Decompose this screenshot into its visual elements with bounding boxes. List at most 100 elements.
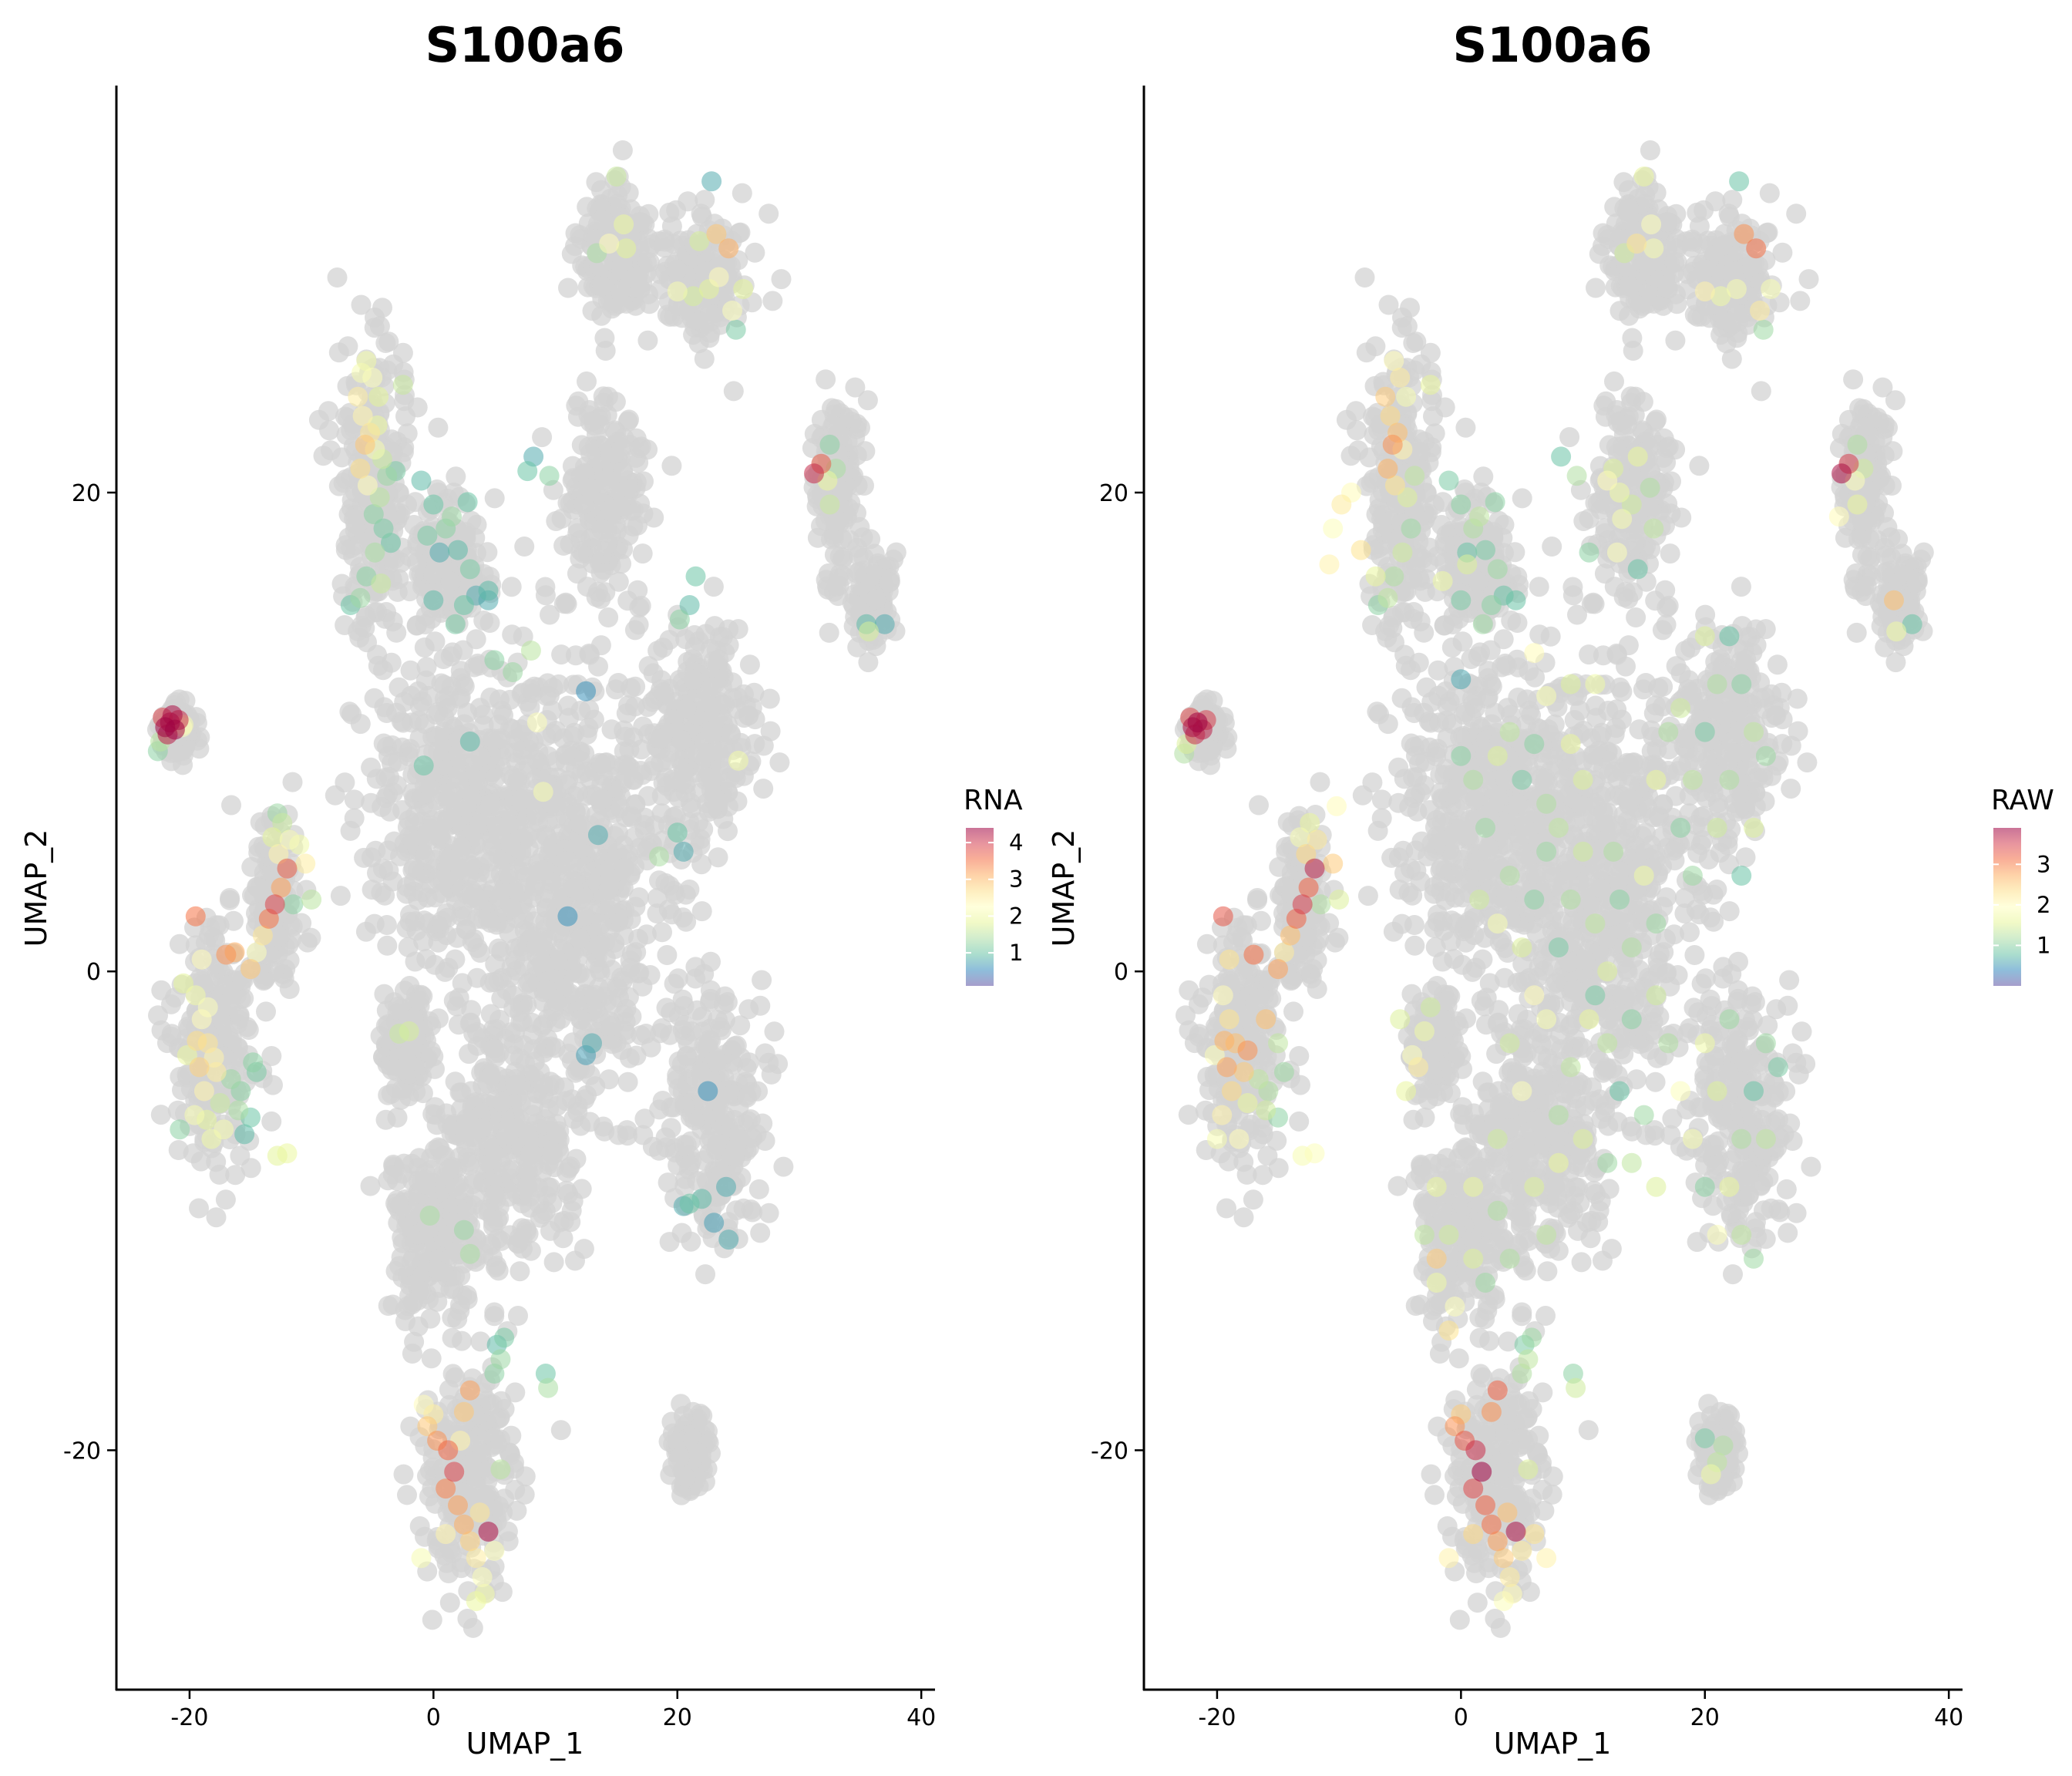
background-cell <box>1392 307 1412 328</box>
background-cell <box>691 901 712 922</box>
expression-point <box>526 712 547 733</box>
background-cell <box>372 796 392 817</box>
background-cell <box>564 722 585 743</box>
background-cell <box>428 932 449 953</box>
y-axis-label: UMAP_2 <box>19 829 53 947</box>
background-cell <box>701 951 721 972</box>
background-cell <box>695 1264 715 1285</box>
background-cell <box>673 762 694 782</box>
background-cell <box>412 1171 432 1191</box>
background-cell <box>218 1025 239 1045</box>
background-cell <box>479 613 500 633</box>
background-cell <box>661 456 682 476</box>
background-cell <box>637 330 658 351</box>
background-cell <box>706 1135 727 1155</box>
y-tick-label: 20 <box>72 480 101 507</box>
background-cell <box>399 546 420 567</box>
background-cell <box>690 1062 711 1083</box>
expression-point <box>667 822 688 843</box>
background-cell <box>570 928 590 949</box>
background-cell <box>634 471 654 492</box>
background-cell <box>557 1162 577 1182</box>
background-cell <box>399 826 420 846</box>
expression-point <box>708 267 729 288</box>
background-cell <box>417 1465 437 1486</box>
expression-point <box>576 681 597 701</box>
expression-point <box>614 214 634 235</box>
expression-point <box>689 230 710 251</box>
expression-point <box>698 1081 718 1102</box>
expression-point <box>685 566 706 587</box>
background-cell <box>449 1082 470 1103</box>
background-cell <box>609 987 629 1008</box>
background-cell <box>688 1443 709 1464</box>
background-cell <box>671 1485 691 1505</box>
background-cell <box>161 1024 182 1044</box>
background-cell <box>729 1128 750 1149</box>
background-cell <box>563 878 584 898</box>
background-cell <box>596 535 617 556</box>
background-cell <box>664 1097 684 1118</box>
expression-point <box>193 1081 214 1102</box>
background-cell <box>381 548 402 569</box>
background-cell <box>533 1074 553 1095</box>
background-cell <box>761 1064 782 1085</box>
background-cell <box>855 441 876 462</box>
background-cell <box>707 1051 727 1071</box>
background-cell <box>484 1038 504 1059</box>
background-cell <box>661 904 682 925</box>
background-cell <box>456 1108 477 1129</box>
legend-tick-label: 4 <box>1009 829 1023 856</box>
background-cell <box>261 1046 282 1066</box>
background-cell <box>683 669 704 690</box>
background-cell <box>505 1382 526 1403</box>
background-cell <box>535 585 556 606</box>
background-cell <box>172 1080 192 1101</box>
background-cell <box>636 924 657 945</box>
background-cell <box>1347 420 1367 441</box>
background-cell <box>360 1176 381 1196</box>
background-cell <box>1375 621 1396 641</box>
background-cell <box>694 348 715 369</box>
background-cell <box>148 1005 168 1026</box>
expression-point <box>533 782 553 802</box>
background-cell <box>1354 267 1375 288</box>
background-cell <box>715 1106 735 1126</box>
background-cell <box>483 1212 503 1233</box>
background-cell <box>366 769 387 789</box>
background-cell <box>520 1142 541 1163</box>
expression-point <box>616 238 637 259</box>
background-cell <box>846 563 867 584</box>
expression-point <box>478 1522 499 1542</box>
background-cell <box>745 242 765 263</box>
background-cell <box>594 210 614 231</box>
background-cell <box>330 886 351 906</box>
background-cell <box>365 307 385 328</box>
background-cell <box>679 1155 700 1176</box>
expression-point <box>459 559 480 580</box>
expression-point <box>444 1462 465 1482</box>
background-cell <box>608 571 629 592</box>
background-cell <box>546 1123 567 1144</box>
background-cell <box>447 927 468 948</box>
background-cell <box>638 656 659 677</box>
plot-area <box>146 140 906 1638</box>
expression-point <box>355 434 375 455</box>
colorbar <box>966 828 994 986</box>
background-cell <box>684 625 705 645</box>
background-cell <box>422 1610 442 1630</box>
background-cell <box>807 527 828 548</box>
background-cell <box>675 1467 696 1488</box>
background-cell <box>557 851 578 872</box>
expression-point <box>423 494 444 515</box>
background-cell <box>730 1015 751 1036</box>
background-cell <box>394 391 415 412</box>
expression-point <box>587 825 608 846</box>
background-cell <box>588 656 608 677</box>
expression-point <box>170 1119 190 1140</box>
background-cell <box>376 703 397 723</box>
background-cell <box>451 836 471 857</box>
background-cell <box>189 1198 209 1219</box>
expression-point <box>368 386 389 407</box>
